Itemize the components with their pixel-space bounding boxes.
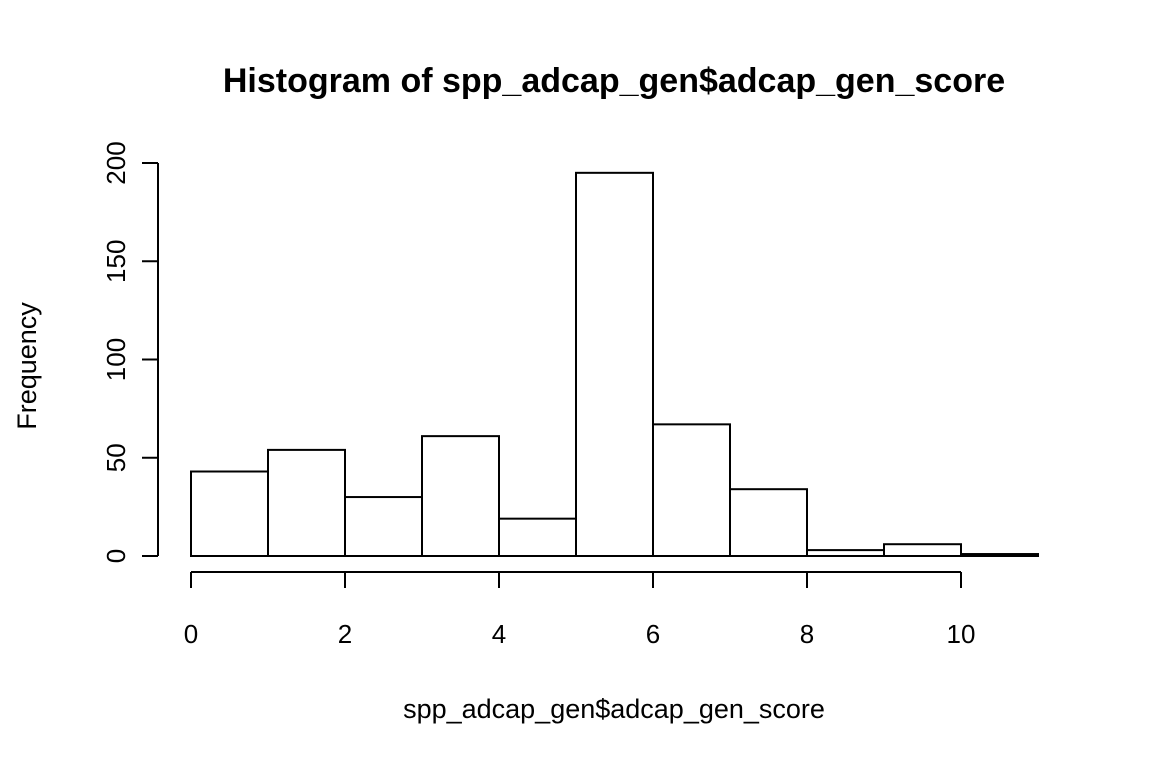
histogram-bar (498, 517, 577, 557)
y-axis: 0 50 100 150 200 (101, 141, 159, 563)
x-tick-label: 0 (184, 619, 198, 649)
x-axis: 0 2 4 6 8 10 (184, 571, 976, 649)
histogram-bar (729, 488, 808, 557)
histogram-bar (344, 496, 423, 557)
histogram-bar (883, 543, 962, 558)
chart-title: Histogram of spp_adcap_gen$adcap_gen_sco… (223, 62, 1005, 100)
y-tick-label: 200 (101, 141, 131, 184)
x-tick-label: 4 (492, 619, 506, 649)
x-tick-label: 6 (646, 619, 660, 649)
x-tick-label: 2 (338, 619, 352, 649)
histogram-bar (421, 435, 500, 558)
histogram-bar (960, 553, 1039, 557)
y-tick-label: 150 (101, 240, 131, 283)
x-tick-label: 8 (800, 619, 814, 649)
histogram-bar (267, 448, 346, 558)
y-tick-label: 0 (101, 549, 131, 563)
x-tick-label: 10 (947, 619, 976, 649)
histogram-bar (652, 423, 731, 557)
histogram-bar (190, 470, 269, 558)
y-axis-label: Frequency (12, 302, 42, 430)
bars-group (190, 171, 1039, 558)
x-axis-label: spp_adcap_gen$adcap_gen_score (403, 694, 825, 724)
histogram-bar (806, 549, 885, 557)
histogram-bar (575, 171, 654, 557)
y-tick-label: 50 (101, 443, 131, 472)
y-tick-label: 100 (101, 338, 131, 381)
